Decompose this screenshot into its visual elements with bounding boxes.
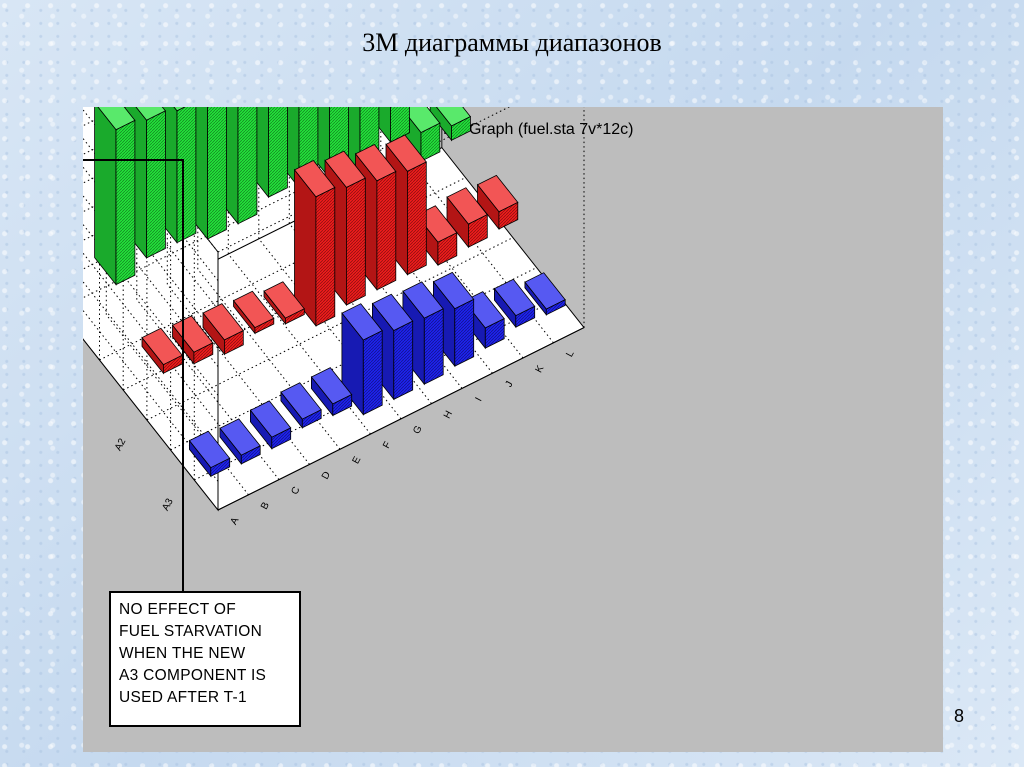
- bar-front-face: [210, 457, 231, 477]
- x-tick-label: K: [534, 363, 547, 374]
- bar-A2-F: [293, 159, 336, 328]
- bar-front-face: [315, 186, 336, 327]
- axis-line: [217, 327, 585, 511]
- bar-front-face: [437, 232, 458, 266]
- bar-front-face: [207, 107, 227, 240]
- bar-front-face: [271, 427, 292, 450]
- range-graph-3d: 050100150200250300350400450ABCDEFGHIJKLA…: [83, 107, 585, 591]
- graph-panel: 3D Range Graph (fuel.sta 7v*12c) 0501001…: [83, 107, 943, 752]
- bar-A3-C: [249, 400, 292, 450]
- bar-A2-E: [263, 281, 305, 326]
- bar-A1-A: [94, 107, 136, 286]
- callout-line: WHEN THE NEW: [119, 645, 246, 662]
- box-edge: [583, 107, 585, 328]
- x-tick-label: I: [474, 396, 485, 404]
- callout-arrow: [83, 159, 184, 591]
- bar-front-face: [301, 409, 322, 429]
- arrow-line: [83, 159, 184, 591]
- bar-front-face: [454, 298, 475, 367]
- box-edge: [217, 107, 511, 253]
- bar-front-face: [237, 107, 258, 225]
- x-tick-label: H: [442, 409, 455, 421]
- bar-A1-K: [399, 107, 441, 163]
- x-tick-label: B: [259, 500, 272, 511]
- bar-front-face: [423, 308, 444, 385]
- x-tick-label: J: [504, 380, 516, 390]
- bar-front-face: [484, 317, 505, 349]
- page-number: 8: [953, 706, 964, 726]
- chart-bars: [94, 107, 566, 478]
- callout-line: USED AFTER T-1: [119, 689, 247, 706]
- y-tick-label: A3: [160, 496, 176, 512]
- bar-front-face: [545, 299, 566, 316]
- bar-front-face: [115, 119, 136, 286]
- bar-front-face: [393, 320, 414, 401]
- y-tick-label: A2: [113, 436, 129, 452]
- bar-A3-L: [524, 272, 566, 316]
- bar-A3-D: [280, 382, 322, 429]
- bar-front-face: [146, 110, 166, 259]
- bar-front-face: [240, 445, 261, 465]
- bar-A3-B: [219, 418, 261, 466]
- callout-line: A3 COMPONENT IS: [119, 667, 267, 684]
- x-tick-label: E: [351, 455, 364, 466]
- bar-A2-D: [232, 290, 275, 335]
- bar-front-face: [362, 330, 383, 416]
- x-tick-label: L: [564, 349, 577, 359]
- bar-front-face: [376, 170, 397, 291]
- bar-A2-K: [446, 187, 488, 249]
- bar-A3-A: [188, 430, 231, 478]
- callout-line: FUEL STARVATION: [119, 623, 263, 640]
- bar-front-face: [498, 201, 519, 230]
- bar-front-face: [515, 305, 536, 328]
- bar-front-face: [284, 308, 305, 325]
- bar-front-face: [176, 107, 197, 244]
- bar-front-face: [254, 317, 275, 335]
- bar-front-face: [332, 393, 353, 417]
- bar-A2-A: [141, 327, 183, 375]
- callout-box: NO EFFECT OF FUEL STARVATION WHEN THE NE…: [109, 591, 301, 727]
- x-tick-label: C: [289, 485, 302, 497]
- bar-front-face: [451, 115, 471, 141]
- bar-A1-L: [429, 107, 472, 142]
- bar-front-face: [193, 342, 214, 365]
- bar-front-face: [406, 161, 427, 276]
- bar-front-face: [223, 329, 244, 355]
- slide-title: 3М диаграммы диапазонов: [362, 28, 662, 57]
- bar-front-face: [268, 107, 288, 198]
- x-tick-label: F: [381, 440, 394, 451]
- floor-gridline: [146, 237, 514, 421]
- bar-front-face: [420, 122, 441, 162]
- bar-side-face: [94, 107, 117, 286]
- x-tick-label: A: [229, 515, 242, 526]
- wall-gridline: [83, 118, 443, 299]
- bar-front-face: [467, 214, 488, 248]
- x-tick-label: G: [411, 424, 424, 436]
- bar-front-face: [345, 177, 366, 306]
- floor-gridline: [170, 267, 537, 451]
- bar-A2-C: [202, 303, 244, 356]
- chart-tick-labels: 050100150200250300350400450ABCDEFGHIJKLA…: [113, 349, 577, 527]
- x-tick-label: D: [320, 470, 333, 482]
- floor-gridline: [122, 207, 490, 391]
- bar-A3-K: [493, 278, 536, 329]
- callout-line: NO EFFECT OF: [119, 601, 236, 618]
- bar-A3-E: [310, 367, 353, 417]
